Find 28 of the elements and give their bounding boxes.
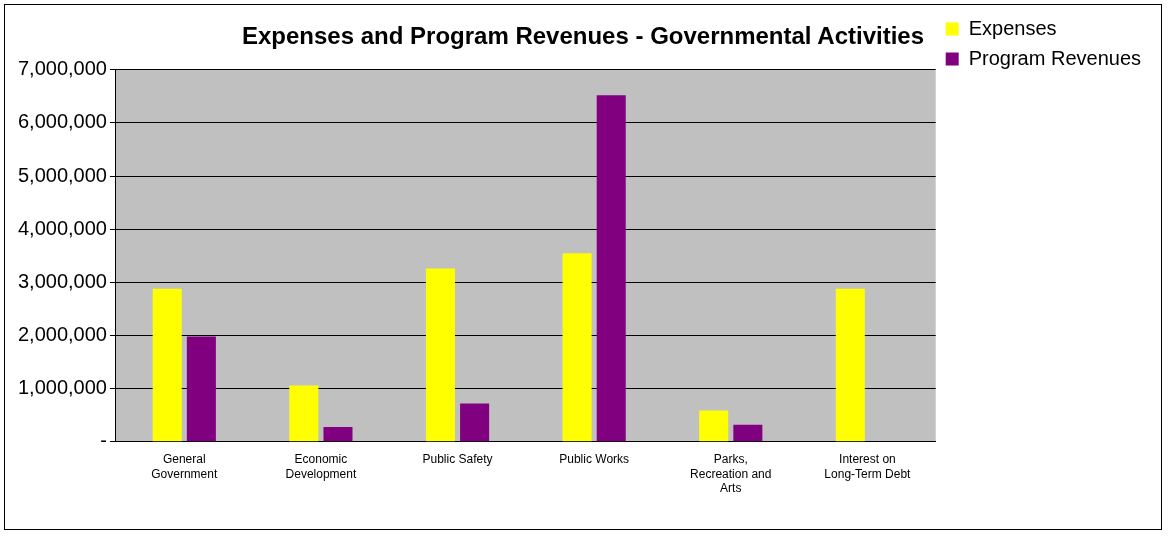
bar [289,385,319,442]
bar [699,410,729,442]
y-tick-label: 6,000,000 [17,110,107,133]
bar [152,288,182,442]
y-tick-label: - [100,429,107,452]
bar [733,424,763,442]
y-tick-label: 5,000,000 [17,163,107,186]
bar [425,268,455,442]
y-tick-label: 1,000,000 [17,376,107,399]
legend-label: Program Revenues [968,46,1142,69]
y-tick-label: 7,000,000 [17,57,107,80]
bar [835,288,865,442]
bar [562,253,592,442]
bar [186,336,216,442]
legend-label: Expenses [968,16,1057,39]
bar [596,95,626,442]
bar [460,403,490,442]
x-tick-label: General Government [151,452,218,481]
x-tick-label: Public Safety [422,452,493,467]
y-tick-label: 3,000,000 [17,269,107,292]
x-tick-label: Economic Development [285,452,357,481]
chart-title: Expenses and Program Revenues - Governmental Activities [241,22,925,50]
bar [323,426,353,442]
x-tick-label: Public Works [559,452,630,467]
x-tick-label: Parks, Recreation and Arts [690,452,772,496]
x-tick-label: Interest on Long-Term Debt [824,452,912,481]
y-tick-label: 4,000,000 [17,216,107,239]
y-tick-label: 2,000,000 [17,323,107,346]
